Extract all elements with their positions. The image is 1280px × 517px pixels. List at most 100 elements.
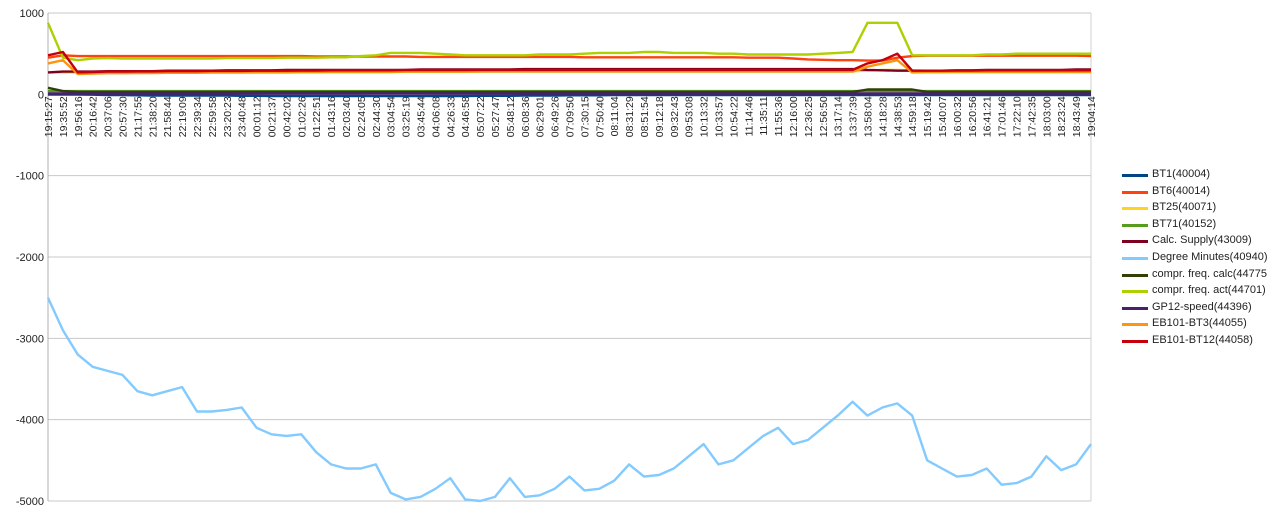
legend-swatch [1122, 323, 1148, 327]
x-tick-label: 22:59:58 [207, 96, 219, 137]
x-tick-label: 18:43:49 [1071, 96, 1083, 137]
series-line-9 [47, 59, 1091, 76]
legend-item: BT6(40014) [1122, 184, 1280, 201]
y-axis-tick-labels: 1000 0 -1000 -2000 -3000 -4000 -5000 [16, 8, 44, 508]
legend-item: BT25(40071) [1122, 200, 1280, 217]
x-tick-label: 00:42:02 [281, 96, 293, 137]
x-tick-label: 06:08:36 [520, 96, 532, 137]
legend-swatch [1122, 223, 1148, 227]
x-tick-label: 04:46:58 [460, 96, 472, 137]
x-tick-label: 14:59:18 [907, 96, 919, 137]
x-tick-label: 06:49:26 [550, 96, 562, 137]
x-tick-label: 11:14:46 [743, 96, 755, 136]
series-line-6 [47, 86, 1091, 94]
x-tick-label: 13:17:14 [833, 96, 845, 137]
x-axis-tick-labels: 19:15:27 19:35:52 19:56:16 20:16:42 20:37:06… [43, 96, 1098, 137]
x-tick-label: 20:57:30 [118, 96, 130, 137]
x-tick-label: 12:56:50 [818, 96, 830, 137]
legend-item: Degree Minutes(40940) [1122, 250, 1280, 267]
x-tick-label: 16:20:56 [967, 96, 979, 137]
x-tick-label: 05:48:12 [505, 96, 517, 137]
x-tick-label: 05:07:22 [475, 96, 487, 137]
legend-label: BT25(40071) [1152, 201, 1217, 214]
x-tick-label: 23:20:23 [222, 96, 234, 137]
legend-item: GP12-speed(44396) [1122, 300, 1280, 317]
x-tick-label: 00:01:12 [252, 96, 264, 137]
x-tick-label: 17:22:10 [1012, 96, 1024, 137]
legend-item: Calc. Supply(43009) [1122, 233, 1280, 250]
x-tick-label: 11:55:36 [773, 96, 785, 136]
series-line-5 [46, 297, 1092, 503]
legend-label: BT1(40004) [1152, 168, 1211, 180]
x-tick-label: 02:03:40 [341, 96, 353, 137]
x-tick-label: 04:26:33 [445, 96, 457, 137]
x-tick-label: 00:21:37 [267, 96, 279, 137]
x-tick-label: 11:35:11 [758, 96, 770, 135]
y-tick-label: -3000 [16, 333, 44, 345]
x-tick-label: 13:37:39 [848, 96, 860, 137]
x-tick-label: 06:29:01 [535, 96, 547, 137]
series-line-0 [48, 93, 1091, 98]
x-tick-label: 07:50:40 [594, 96, 606, 137]
x-tick-label: 10:54:22 [728, 96, 740, 137]
legend: BT1(40004) BT6(40014) BT25(40071) BT71(4015… [1122, 167, 1280, 350]
legend-label: BT71(40152) [1152, 217, 1217, 230]
x-tick-label: 22:39:34 [192, 96, 204, 137]
legend-label: compr. freq. calc(44775 [1152, 267, 1267, 280]
legend-label: Degree Minutes(40940) [1152, 250, 1268, 263]
legend-swatch [1122, 306, 1148, 310]
legend-label: EB101-BT3(44055) [1152, 317, 1247, 330]
x-tick-label: 15:19:42 [922, 96, 934, 137]
legend-item: compr. freq. calc(44775 [1122, 267, 1280, 284]
x-tick-label: 13:58:04 [863, 96, 875, 137]
legend-label: GP12-speed(44396) [1152, 300, 1252, 313]
x-tick-label: 09:32:43 [669, 96, 681, 137]
x-tick-label: 01:43:16 [326, 96, 338, 137]
x-tick-label: 02:44:30 [371, 96, 383, 137]
legend-item: BT71(40152) [1122, 217, 1280, 234]
x-tick-label: 08:51:54 [639, 96, 651, 137]
x-tick-label: 20:37:06 [103, 96, 115, 137]
x-tick-label: 19:15:27 [43, 96, 55, 137]
x-tick-label: 23:40:48 [237, 96, 249, 137]
legend-swatch [1122, 190, 1148, 194]
y-tick-label: -5000 [16, 496, 44, 508]
x-tick-label: 14:18:28 [877, 96, 889, 137]
legend-swatch [1122, 273, 1148, 277]
x-tick-label: 09:12:18 [654, 96, 666, 137]
series-line-7 [46, 21, 1091, 62]
legend-swatch [1122, 339, 1148, 343]
x-tick-label: 02:24:05 [356, 96, 368, 137]
x-tick-label: 08:31:29 [624, 96, 636, 137]
x-tick-label: 04:06:08 [430, 96, 442, 137]
x-tick-label: 09:53:08 [684, 96, 696, 137]
x-tick-label: 14:38:53 [892, 96, 904, 137]
x-tick-label: 21:58:44 [162, 96, 174, 137]
legend-item: compr. freq. act(44701) [1122, 283, 1280, 300]
legend-label: compr. freq. act(44701) [1152, 284, 1266, 297]
x-tick-label: 01:02:26 [296, 96, 308, 137]
legend-swatch [1122, 174, 1148, 177]
x-tick-label: 19:35:52 [58, 96, 70, 137]
x-tick-label: 07:09:50 [565, 96, 577, 137]
x-tick-label: 07:30:15 [579, 96, 591, 137]
x-tick-label: 03:04:54 [386, 96, 398, 137]
x-tick-label: 01:22:51 [311, 96, 323, 137]
y-tick-label: 1000 [20, 8, 44, 20]
legend-swatch [1122, 290, 1148, 294]
x-tick-label: 19:04:14 [1086, 96, 1098, 137]
x-tick-label: 05:27:47 [490, 96, 502, 137]
legend-swatch [1122, 240, 1148, 244]
legend-item: BT1(40004) [1122, 167, 1280, 184]
x-tick-label: 18:23:24 [1056, 96, 1068, 137]
legend-label: Calc. Supply(43009) [1152, 234, 1252, 247]
x-tick-label: 03:45:44 [416, 96, 428, 137]
y-tick-label: -4000 [16, 415, 44, 427]
legend-swatch [1122, 256, 1148, 260]
x-tick-label: 16:41:21 [982, 96, 994, 137]
x-tick-label: 16:00:32 [952, 96, 964, 137]
x-tick-label: 10:33:57 [714, 96, 726, 137]
x-tick-label: 10:13:32 [699, 96, 711, 137]
y-tick-label: -2000 [16, 252, 44, 264]
